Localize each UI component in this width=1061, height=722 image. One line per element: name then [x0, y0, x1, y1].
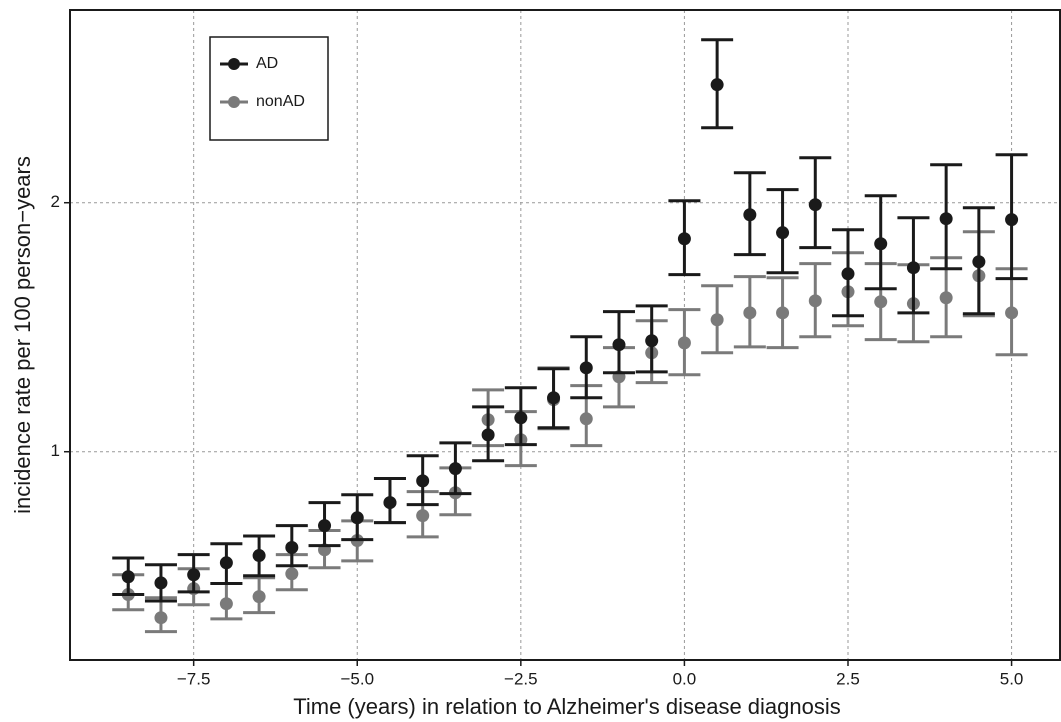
plot-frame: [69, 9, 1061, 661]
point: [219, 597, 233, 611]
point: [579, 361, 593, 375]
point: [416, 474, 430, 488]
point: [743, 306, 757, 320]
legend-marker: [228, 96, 240, 108]
point: [285, 567, 299, 581]
point: [841, 267, 855, 281]
point: [416, 509, 430, 523]
point: [448, 462, 462, 476]
legend-box: [209, 36, 329, 141]
x-tick-label: 2.5: [836, 669, 860, 688]
point: [121, 570, 135, 584]
point: [579, 412, 593, 426]
point: [874, 295, 888, 309]
point: [1005, 213, 1019, 227]
point: [318, 519, 332, 533]
point: [252, 549, 266, 563]
point: [481, 428, 495, 442]
point: [350, 511, 364, 525]
point: [1005, 306, 1019, 320]
point: [776, 306, 790, 320]
point: [710, 313, 724, 327]
point: [743, 208, 757, 222]
point: [677, 336, 691, 350]
point: [514, 411, 528, 425]
point: [219, 556, 233, 570]
y-tick-label: 2: [51, 192, 60, 211]
point: [972, 255, 986, 269]
x-tick-label: 0.0: [673, 669, 697, 688]
legend-marker: [228, 58, 240, 70]
point: [645, 334, 659, 348]
point: [939, 212, 953, 226]
legend-label: AD: [256, 55, 278, 72]
x-tick-label: 5.0: [1000, 669, 1024, 688]
point: [939, 291, 953, 305]
x-tick-label: −7.5: [177, 669, 211, 688]
point: [252, 590, 266, 604]
point: [808, 198, 822, 212]
x-tick-label: −2.5: [504, 669, 538, 688]
point: [547, 391, 561, 405]
point: [710, 78, 724, 92]
point: [808, 294, 822, 308]
point: [677, 232, 691, 246]
point: [285, 540, 299, 554]
point: [906, 261, 920, 275]
point: [187, 568, 201, 582]
point: [612, 338, 626, 352]
x-tick-label: −5.0: [340, 669, 374, 688]
legend-label: nonAD: [256, 93, 305, 110]
point: [383, 496, 397, 510]
point: [776, 226, 790, 240]
point: [154, 611, 168, 625]
point: [154, 576, 168, 590]
y-tick-label: 1: [51, 441, 60, 460]
x-axis-label: Time (years) in relation to Alzheimer's …: [293, 694, 841, 719]
y-axis-label: incidence rate per 100 person−years: [10, 156, 35, 514]
point: [874, 237, 888, 251]
